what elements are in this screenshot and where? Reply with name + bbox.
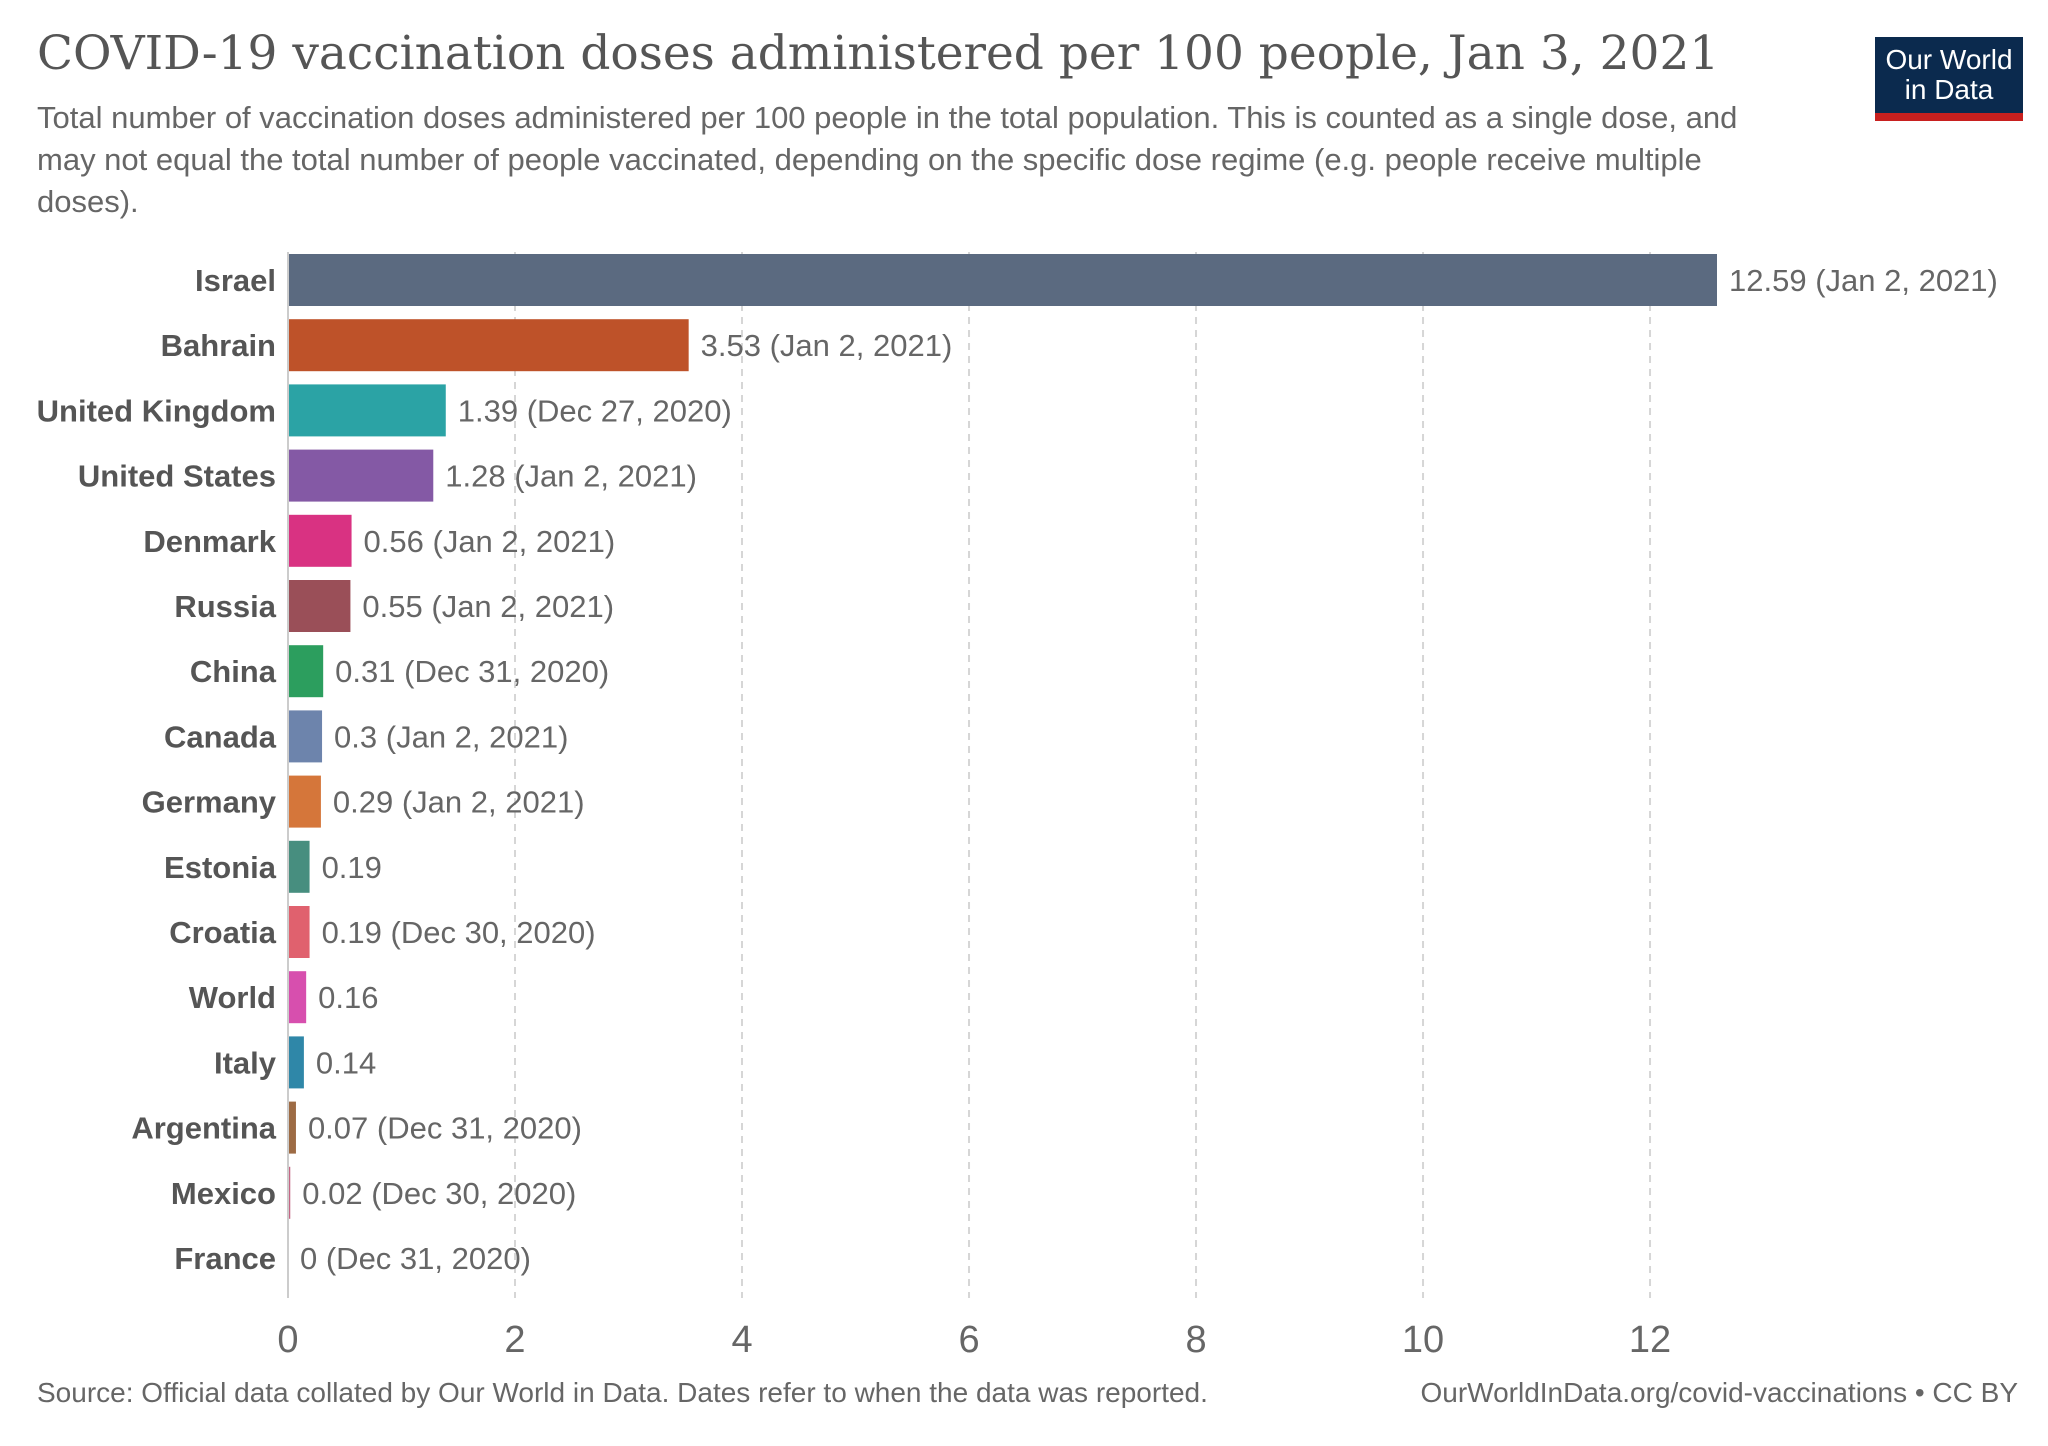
category-label: Canada: [164, 719, 277, 754]
bar: [288, 1036, 304, 1089]
bar: [288, 840, 310, 893]
category-label: Israel: [195, 263, 276, 298]
value-label: 0.29 (Jan 2, 2021): [333, 785, 585, 820]
x-tick-label: 12: [1629, 1319, 1671, 1360]
category-label: Estonia: [164, 850, 277, 885]
bar: [288, 906, 310, 958]
bar: [288, 775, 321, 828]
value-label: 0.55 (Jan 2, 2021): [362, 589, 614, 624]
value-label: 0 (Dec 31, 2020): [300, 1241, 531, 1276]
category-label: France: [174, 1241, 276, 1276]
source-link[interactable]: OurWorldInData.org/covid-vaccinations • …: [1420, 1377, 2018, 1408]
category-label: United States: [78, 459, 276, 494]
value-label: 0.02 (Dec 30, 2020): [302, 1176, 576, 1211]
bar: [288, 1101, 296, 1154]
bar-chart: 0 2 4 6 8 10 12 Israel 12.59 (Jan 2, 2021) Bahrai…: [37, 252, 1998, 1360]
category-label: Croatia: [169, 915, 277, 950]
bar: [288, 254, 1717, 306]
category-label: Russia: [174, 589, 276, 624]
bar: [288, 514, 352, 567]
value-label: 0.3 (Jan 2, 2021): [334, 719, 568, 754]
category-label: Italy: [214, 1045, 277, 1080]
category-label: Denmark: [143, 524, 276, 559]
owid-logo[interactable]: Our World in Data: [1875, 37, 2023, 121]
x-tick-label: 0: [277, 1319, 298, 1360]
x-tick-label: 10: [1402, 1319, 1444, 1360]
bar: [288, 710, 323, 763]
x-tick-label: 4: [731, 1319, 752, 1360]
chart-subtitle: Total number of vaccination doses admini…: [37, 100, 1738, 219]
bar: [288, 319, 689, 372]
x-tick-label: 2: [504, 1319, 525, 1360]
x-tick-label: 8: [1185, 1319, 1206, 1360]
source-note: Source: Official data collated by Our Wo…: [37, 1377, 1208, 1408]
value-label: 0.07 (Dec 31, 2020): [308, 1111, 582, 1146]
category-label: China: [190, 654, 277, 689]
value-label: 0.14: [316, 1045, 376, 1080]
value-label: 0.16: [318, 980, 378, 1015]
bar: [288, 1166, 291, 1219]
value-label: 1.39 (Dec 27, 2020): [458, 393, 732, 428]
value-label: 0.31 (Dec 31, 2020): [335, 654, 609, 689]
value-label: 12.59 (Jan 2, 2021): [1729, 263, 1998, 298]
category-label: Bahrain: [161, 328, 276, 363]
category-label: Mexico: [171, 1176, 276, 1211]
category-label: Germany: [142, 785, 277, 820]
chart-title: COVID-19 vaccination doses administered …: [37, 26, 1720, 81]
value-label: 0.19 (Dec 30, 2020): [322, 915, 596, 950]
logo-line-1: Our World: [1885, 44, 2013, 75]
bar: [288, 645, 324, 698]
category-label: United Kingdom: [37, 393, 276, 428]
bar: [288, 971, 307, 1024]
value-label: 0.19: [322, 850, 382, 885]
logo-line-2: in Data: [1904, 74, 1994, 105]
bar: [288, 449, 434, 502]
category-label: World: [189, 980, 276, 1015]
bar: [288, 580, 351, 632]
x-tick-label: 6: [958, 1319, 979, 1360]
value-label: 1.28 (Jan 2, 2021): [445, 459, 697, 494]
category-label: Argentina: [131, 1111, 276, 1146]
value-label: 3.53 (Jan 2, 2021): [701, 328, 953, 363]
bar: [288, 384, 446, 437]
value-label: 0.56 (Jan 2, 2021): [364, 524, 616, 559]
